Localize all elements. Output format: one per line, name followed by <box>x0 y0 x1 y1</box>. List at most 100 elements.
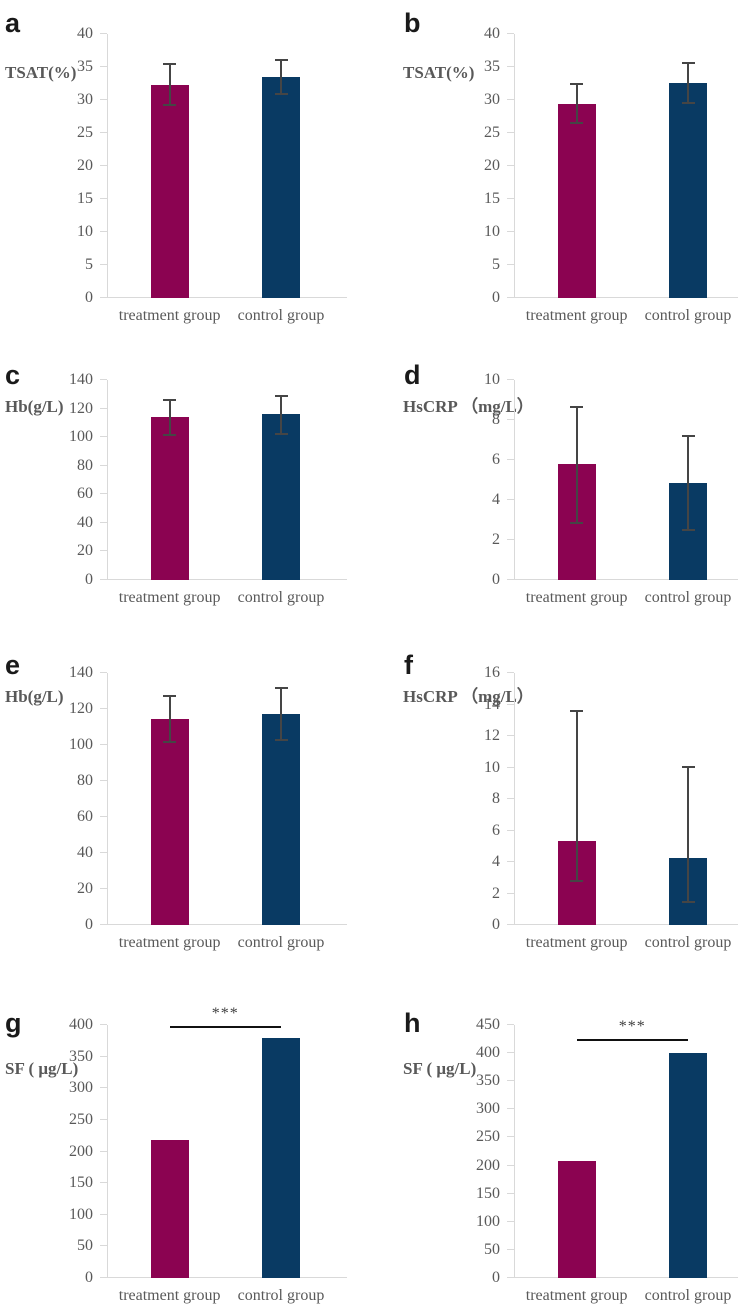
bar-control-group <box>262 713 300 925</box>
y-tick-mark <box>100 1055 107 1057</box>
y-tick-label: 100 <box>69 1205 93 1223</box>
y-tick-mark <box>507 379 514 380</box>
y-tick-label: 0 <box>492 289 500 306</box>
error-bar-cap-top <box>681 435 695 437</box>
x-axis-line <box>514 1277 738 1278</box>
y-tick-mark <box>100 99 107 100</box>
x-axis-line <box>107 579 347 580</box>
plot-area: 0 50 100 150 200 250 300 350 400 *** <box>69 1006 347 1286</box>
error-bar-line <box>280 397 282 433</box>
y-tick-label: 35 <box>77 58 93 75</box>
y-tick-label: 60 <box>77 808 93 825</box>
y-tick-label: 6 <box>492 451 500 468</box>
y-tick-mark <box>100 888 107 889</box>
bar-control-group <box>669 1053 707 1278</box>
y-tick-label: 350 <box>69 1047 93 1065</box>
y-tick-label: 100 <box>476 1212 500 1230</box>
error-bar-cap-top <box>570 710 584 713</box>
x-category-label: treatment group <box>118 307 221 324</box>
y-tick-mark <box>100 407 107 409</box>
x-axis-line <box>107 924 347 925</box>
y-tick-mark <box>100 1277 107 1278</box>
y-tick-label: 15 <box>484 190 500 207</box>
y-axis-line <box>107 380 108 580</box>
error-bar-line <box>687 64 689 102</box>
panel-e: e Hb(g/L) 0 20 40 60 80 100 120 140 treatment grou… <box>0 640 369 970</box>
y-axis-label: TSAT(%) <box>5 63 77 82</box>
x-category-label: treatment group <box>118 934 221 951</box>
y-tick-mark <box>507 1024 514 1025</box>
y-tick-label: 250 <box>476 1128 500 1146</box>
y-tick-mark <box>507 1080 514 1082</box>
y-tick-mark <box>100 1024 107 1025</box>
y-tick-label: 10 <box>484 758 500 776</box>
y-tick-label: 40 <box>484 25 500 42</box>
y-tick-label: 16 <box>484 664 500 681</box>
bar-control-group <box>669 82 707 298</box>
y-tick-label: 40 <box>77 513 93 531</box>
y-tick-mark <box>100 1087 107 1089</box>
error-bar-cap-top <box>274 395 288 398</box>
y-tick-label: 35 <box>484 58 500 75</box>
y-axis-line <box>514 673 515 925</box>
error-bar-cap-bottom <box>681 101 695 104</box>
y-tick-mark <box>100 264 107 265</box>
panel-letter-c: c <box>5 360 21 390</box>
y-tick-mark <box>507 766 514 768</box>
bar-control-group <box>262 76 300 298</box>
panel-letter-h: h <box>404 1008 421 1038</box>
x-axis-line <box>514 297 738 298</box>
y-tick-mark <box>507 231 514 232</box>
y-tick-mark <box>507 66 514 67</box>
y-axis-label: Hb(g/L) <box>5 397 64 416</box>
x-axis-line <box>107 1277 347 1278</box>
bar-treatment-group <box>557 103 596 298</box>
y-tick-mark <box>507 33 514 34</box>
bar-treatment-group <box>150 1140 189 1278</box>
panel-letter-a: a <box>5 8 21 38</box>
y-tick-label: 150 <box>69 1174 93 1192</box>
y-tick-label: 40 <box>77 844 93 861</box>
y-tick-label: 100 <box>69 428 93 446</box>
panel-c: c Hb(g/L) 0 20 40 60 80 100 120 140 treatment grou… <box>0 340 369 640</box>
y-tick-mark <box>507 892 514 894</box>
error-bar-line <box>280 61 282 93</box>
y-tick-label: 250 <box>69 1110 93 1128</box>
plot-area: 0 50 100 150 200 250 300 350 400 450 *** <box>476 1016 738 1286</box>
y-axis-line <box>514 34 515 298</box>
y-axis-label: TSAT(%) <box>403 63 475 82</box>
x-category-label: control group <box>644 1287 732 1304</box>
y-axis-label: HsCRP （mg/L） <box>403 397 534 416</box>
error-bar-cap-top <box>681 62 695 65</box>
y-tick-label: 8 <box>492 790 500 807</box>
significance-line <box>576 1038 688 1041</box>
y-tick-mark <box>100 550 107 552</box>
y-tick-label: 40 <box>77 25 93 42</box>
y-tick-mark <box>507 1192 514 1194</box>
error-bar-line <box>575 408 578 522</box>
y-tick-label: 20 <box>77 157 93 174</box>
x-category-label: treatment group <box>525 934 628 951</box>
x-category-label: control group <box>644 307 732 324</box>
y-tick-label: 400 <box>69 1016 93 1033</box>
x-axis-line <box>514 579 738 580</box>
y-tick-label: 0 <box>85 1269 93 1286</box>
y-tick-label: 0 <box>492 1269 500 1286</box>
y-tick-mark <box>507 419 514 420</box>
error-bar-cap-top <box>681 765 695 768</box>
significance-label: *** <box>211 1005 239 1023</box>
y-tick-label: 400 <box>476 1044 500 1062</box>
y-tick-mark <box>100 780 107 781</box>
y-tick-label: 0 <box>85 571 93 588</box>
y-tick-mark <box>507 703 514 705</box>
y-tick-label: 30 <box>77 91 93 108</box>
y-tick-label: 120 <box>69 399 93 417</box>
y-tick-mark <box>507 264 514 265</box>
error-bar-line <box>575 712 578 881</box>
y-tick-mark <box>507 1052 514 1054</box>
panel-letter-f: f <box>404 650 413 680</box>
y-tick-label: 350 <box>476 1072 500 1090</box>
x-category-label: control group <box>237 589 325 606</box>
y-tick-label: 50 <box>77 1237 93 1255</box>
x-category-label: control group <box>644 589 732 606</box>
